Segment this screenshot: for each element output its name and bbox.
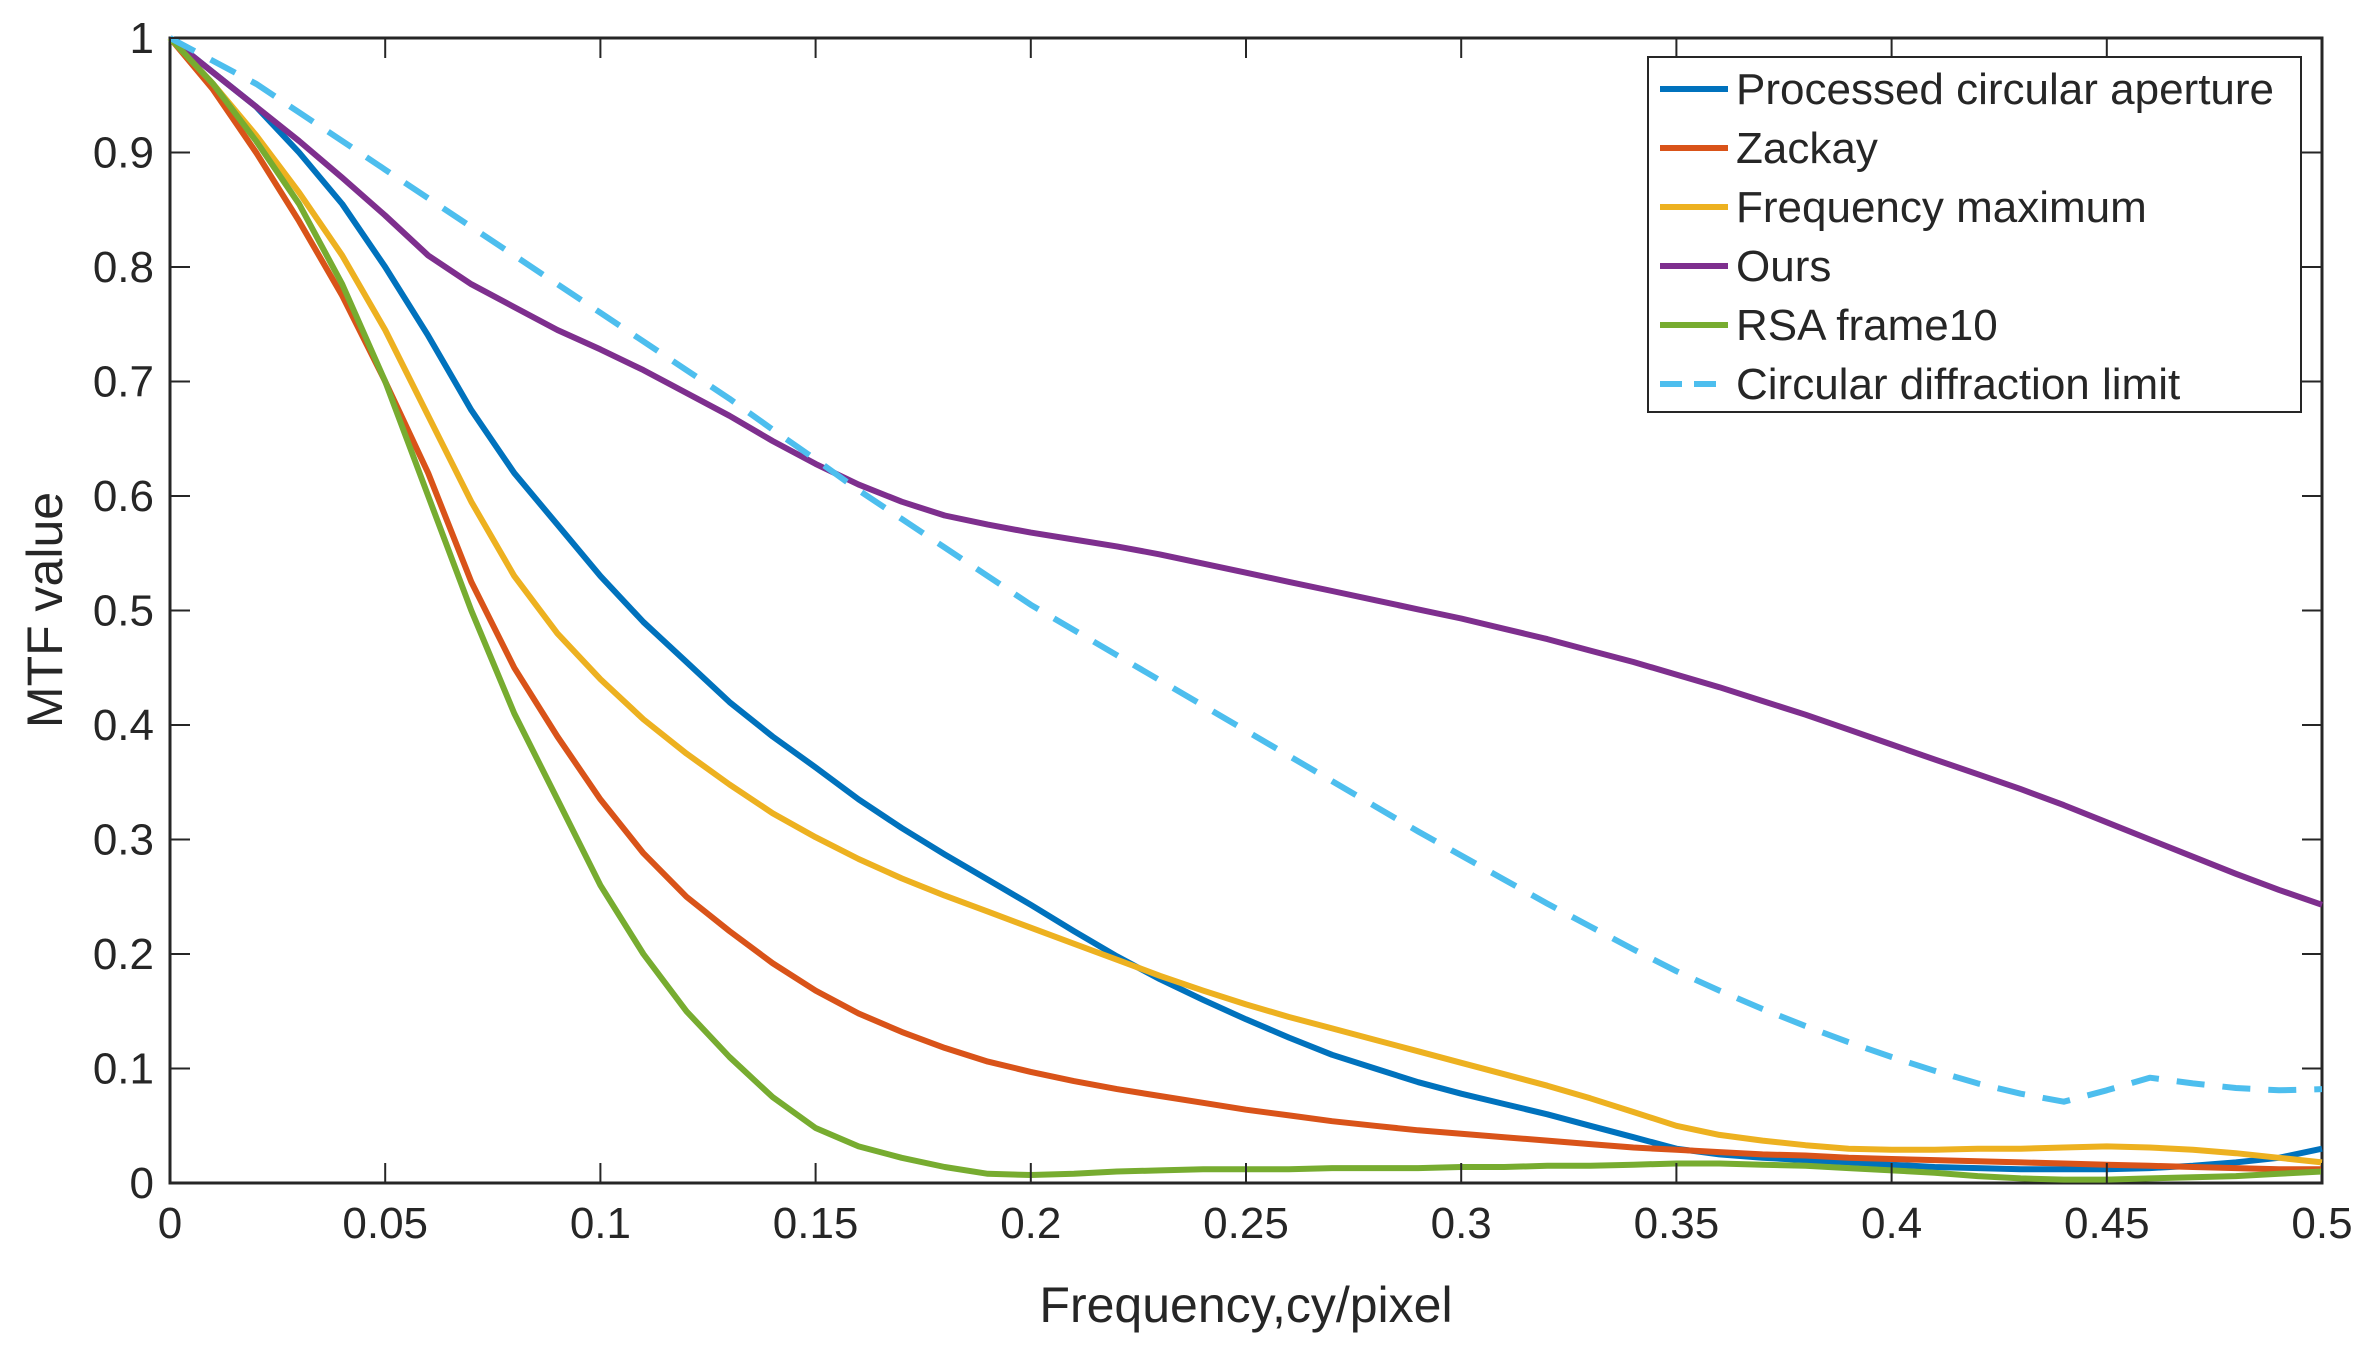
y-tick-label: 0.6 xyxy=(93,472,154,521)
y-tick-label: 0 xyxy=(130,1159,154,1208)
series-line-6 xyxy=(168,35,2323,1105)
legend-label-2: Zackay xyxy=(1736,124,1878,173)
x-tick-label: 0.3 xyxy=(1431,1199,1492,1248)
x-tick-label: 0.1 xyxy=(570,1199,631,1248)
x-tick-label: 0.35 xyxy=(1634,1199,1720,1248)
legend-label-3: Frequency maximum xyxy=(1736,183,2147,232)
series-line-2 xyxy=(167,36,2322,1173)
legend-label-5: RSA frame10 xyxy=(1736,301,1998,350)
legend-box xyxy=(1647,56,2302,413)
y-tick-label: 0.8 xyxy=(93,243,154,292)
x-tick-label: 0.45 xyxy=(2064,1199,2150,1248)
legend-label-1: Processed circular aperture xyxy=(1736,65,2274,114)
x-tick-label: 0.5 xyxy=(2291,1199,2352,1248)
series-line-3 xyxy=(167,35,2323,1166)
x-tick-label: 0.25 xyxy=(1203,1199,1289,1248)
series-line-1 xyxy=(168,35,2323,1173)
x-axis-label: Frequency,cy/pixel xyxy=(1039,1277,1452,1333)
x-tick-label: 0.4 xyxy=(1861,1199,1922,1248)
y-tick-label: 0.1 xyxy=(93,1045,154,1094)
y-axis-label: MTF value xyxy=(17,492,73,728)
y-tick-label: 0.7 xyxy=(93,358,154,407)
y-tick-label: 0.3 xyxy=(93,816,154,865)
y-tick-label: 0.2 xyxy=(93,930,154,979)
legend-label-6: Circular diffraction limit xyxy=(1736,360,2180,409)
x-tick-label: 0.05 xyxy=(342,1199,428,1248)
series-line-4 xyxy=(168,35,2323,908)
y-tick-label: 0.5 xyxy=(93,587,154,636)
legend: Processed circular aperture Zackay Frequen… xyxy=(1647,56,2302,413)
x-tick-label: 0.15 xyxy=(773,1199,859,1248)
legend-label-4: Ours xyxy=(1736,242,1831,291)
y-tick-label: 0.9 xyxy=(93,129,154,178)
ticks-layer: 0 0.05 0.1 0.15 0.2 0.25 0.3 0.35 0.4 0.45 0.5 0 0.1… xyxy=(93,14,2353,1248)
y-tick-label: 0.4 xyxy=(93,701,154,750)
x-tick-label: 0.2 xyxy=(1000,1199,1061,1248)
y-tick-label: 1 xyxy=(130,14,154,63)
legend-items: Processed circular aperture Zackay Frequen… xyxy=(1660,65,2274,409)
x-tick-label: 0 xyxy=(158,1199,182,1248)
